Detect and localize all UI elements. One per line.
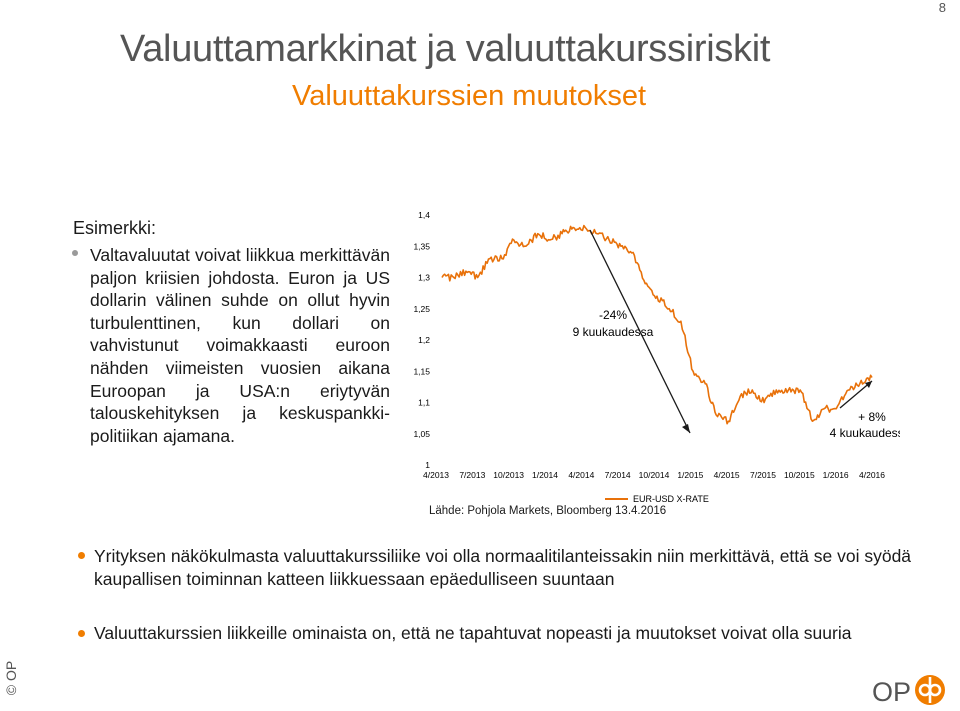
y-tick-label: 1 [425, 460, 430, 470]
x-tick-label: 7/2013 [459, 470, 485, 480]
y-tick-label: 1,15 [413, 366, 430, 376]
arrow-down [589, 229, 691, 434]
example-bullet-text: Valtavaluutat voivat liikkua merkittävän… [90, 245, 390, 446]
x-tick-label: 10/2014 [639, 470, 670, 480]
annotation-rise-pct: + 8% [858, 410, 886, 424]
y-tick-label: 1,35 [413, 241, 430, 251]
y-axis-ticks: 1,4 1,35 1,3 1,25 1,2 1,15 1,1 1,05 1 [413, 210, 430, 470]
x-tick-label: 7/2015 [750, 470, 776, 480]
x-tick-label: 10/2015 [784, 470, 815, 480]
annotation-rise-period: 4 kuukaudessa [830, 426, 900, 440]
bullet-marker [78, 630, 85, 637]
bullet-marker [78, 552, 85, 559]
legend-label: EUR-USD X-RATE [633, 494, 709, 504]
y-tick-label: 1,3 [418, 273, 430, 283]
op-logo: OP [872, 675, 945, 706]
example-heading: Esimerkki: [73, 218, 157, 238]
bullet-text-2: Valuuttakurssien liikkeille ominaista on… [94, 623, 852, 643]
arrow-up [839, 380, 873, 409]
x-tick-label: 4/2016 [859, 470, 885, 480]
op-logo-text: OP [872, 677, 911, 706]
arrow-up-head [865, 381, 872, 388]
x-tick-label: 10/2013 [493, 470, 524, 480]
x-tick-label: 4/2014 [568, 470, 594, 480]
x-tick-label: 1/2015 [677, 470, 703, 480]
slide-subtitle: Valuuttakurssien muutokset [292, 80, 647, 112]
arrow-down-head [682, 424, 690, 433]
x-tick-label: 1/2014 [532, 470, 558, 480]
eur-usd-chart: 1,4 1,35 1,3 1,25 1,2 1,15 1,1 1,05 1 4/2013 7/20… [413, 210, 900, 504]
y-tick-label: 1,05 [413, 429, 430, 439]
x-tick-label: 4/2015 [714, 470, 740, 480]
annotation-drop-period: 9 kuukaudessa [573, 325, 654, 339]
copyright-label: © OP [3, 660, 20, 696]
x-tick-label: 4/2013 [423, 470, 449, 480]
y-tick-label: 1,1 [418, 398, 430, 408]
x-tick-label: 7/2014 [605, 470, 631, 480]
bullet-marker [72, 250, 78, 256]
x-tick-label: 1/2016 [823, 470, 849, 480]
page-number: 8 [938, 0, 946, 15]
annotation-drop-pct: -24% [599, 308, 627, 322]
y-tick-label: 1,4 [418, 210, 430, 220]
eur-usd-series-line [441, 224, 873, 425]
source-note: Lähde: Pohjola Markets, Bloomberg 13.4.2… [429, 505, 667, 517]
x-axis-ticks: 4/2013 7/2013 10/2013 1/2014 4/2014 7/2014 10/… [423, 470, 885, 480]
bullet-text-1: Yrityksen näkökulmasta valuuttakurssilii… [94, 546, 912, 589]
slide-title: Valuuttamarkkinat ja valuuttakurssiriski… [120, 28, 771, 70]
y-tick-label: 1,2 [418, 335, 430, 345]
y-tick-label: 1,25 [413, 304, 430, 314]
